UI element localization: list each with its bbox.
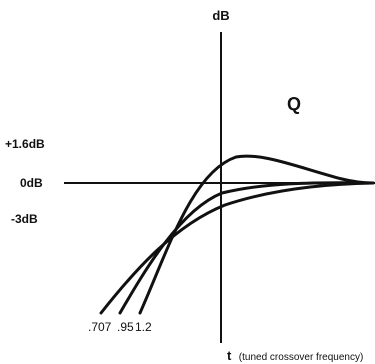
x-axis-title: t (tuned crossover frequency) bbox=[227, 347, 363, 364]
x-axis-title-symbol: t bbox=[227, 348, 232, 363]
level-label-minus: -3dB bbox=[11, 212, 38, 226]
curve-q-0.95 bbox=[118, 181, 375, 315]
curve-label-1.2: 1.2 bbox=[135, 320, 152, 334]
level-label-zero: 0dB bbox=[20, 176, 43, 190]
curve-label-0.707: .707 bbox=[88, 320, 112, 334]
curve-label-0.95: .95 bbox=[117, 320, 134, 334]
level-label-plus: +1.6dB bbox=[5, 137, 45, 151]
y-axis-title: dB bbox=[212, 8, 229, 23]
x-axis-title-description: (tuned crossover frequency) bbox=[239, 352, 364, 363]
parameter-label-q: Q bbox=[287, 94, 301, 114]
curve-q-0.707 bbox=[99, 181, 375, 315]
